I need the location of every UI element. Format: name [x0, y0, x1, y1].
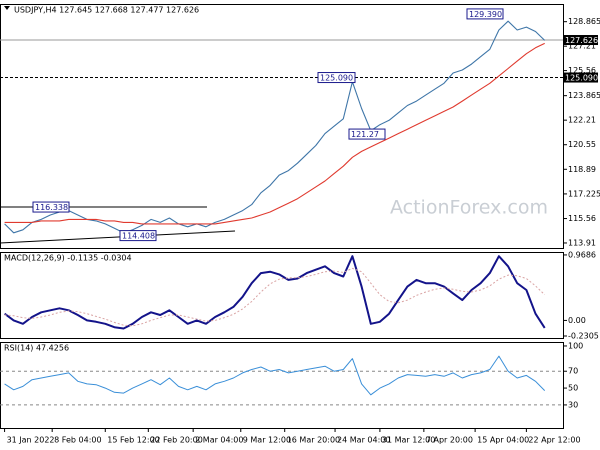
price-label: 129.390 [469, 10, 502, 19]
x-tick-label: 24 Mar 04:00 [337, 436, 390, 445]
x-tick-label: 9 Mar 12:00 [243, 436, 291, 445]
price-label: 121.27 [351, 130, 379, 139]
x-tick-label: 22 Apr 12:00 [528, 436, 580, 445]
series-line [4, 255, 546, 330]
series-line [4, 355, 546, 396]
price-label: 125.090 [320, 74, 353, 83]
x-tick-label: 16 Mar 20:00 [287, 436, 340, 445]
y-tick-label: 125.56 [568, 66, 596, 75]
y-tick-label: 118.89 [568, 165, 596, 174]
x-tick-label: 31 Jan 2022 [7, 436, 55, 445]
y-tick-label: 117.225 [568, 189, 600, 198]
y-tick-label: -0.2305 [568, 332, 599, 341]
x-tick-label: 31 Mar 12:00 [382, 436, 435, 445]
x-tick-label: 15 Feb 12:00 [107, 436, 159, 445]
panel-frame [0, 4, 564, 249]
y-tick-label: 122.21 [568, 116, 596, 125]
x-tick-label: 2 Mar 04:00 [195, 436, 243, 445]
panel-frame [0, 252, 564, 339]
y-tick-label: 50 [568, 384, 578, 393]
price-label-box [348, 128, 386, 140]
y-tick-label: 120.55 [568, 140, 596, 149]
y-tick-label: 30 [568, 400, 578, 409]
watermark: ActionForex.com [390, 197, 548, 219]
y-tick-label: 0.9686 [568, 250, 596, 259]
y-tick-label: 100 [568, 341, 583, 350]
x-tick-label: 15 Apr 04:00 [477, 436, 529, 445]
panel-title: MACD(12,26,9) -0.1135 -0.0304 [4, 254, 132, 263]
x-tick-label: 22 Feb 20:00 [150, 436, 202, 445]
series-line [4, 20, 546, 234]
series-line [4, 267, 546, 327]
panel-frame [0, 342, 564, 429]
price-label-box [317, 72, 356, 84]
y-tick-label: 127.21 [568, 42, 596, 51]
price-tag [563, 72, 598, 83]
price-tag-label: 125.090 [565, 74, 598, 83]
panel-title: USDJPY,H4 127.645 127.668 127.477 127.62… [14, 6, 199, 15]
price-tag [563, 35, 598, 46]
price-label-box [119, 230, 157, 242]
price-tag-label: 127.626 [565, 36, 598, 45]
x-tick-label: 8 Feb 04:00 [54, 436, 101, 445]
price-label: 114.408 [122, 232, 155, 241]
trend-line [0, 230, 236, 244]
x-tick-label: 7 Apr 20:00 [426, 436, 473, 445]
y-tick-label: 70 [568, 367, 578, 376]
menu-arrow [4, 6, 10, 10]
price-label-box [32, 201, 70, 213]
y-tick-label: 0.00 [568, 316, 586, 325]
series-line [4, 42, 545, 225]
price-label-box [466, 8, 504, 20]
y-tick-label: 123.865 [568, 91, 600, 100]
y-tick-label: 113.91 [568, 238, 596, 247]
y-tick-label: 128.865 [568, 17, 600, 26]
y-tick-label: 115.56 [568, 214, 596, 223]
price-label: 116.338 [35, 203, 68, 212]
panel-title: RSI(14) 47.4256 [4, 344, 69, 353]
